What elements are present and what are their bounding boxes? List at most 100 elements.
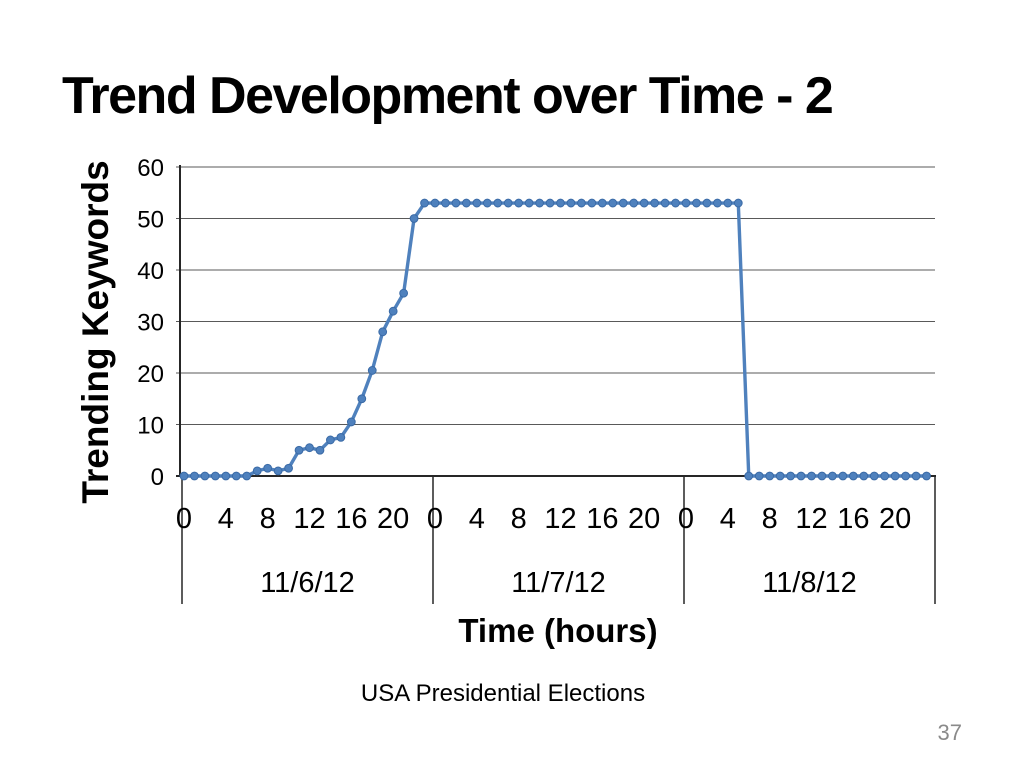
data-point	[828, 471, 837, 481]
data-point	[305, 443, 314, 453]
data-point	[326, 435, 335, 445]
data-point	[817, 471, 827, 481]
data-point	[284, 463, 293, 473]
data-point	[765, 471, 775, 481]
data-point	[660, 198, 670, 208]
data-point	[514, 198, 524, 208]
data-point	[357, 394, 367, 404]
hour-tick-label: 0	[427, 503, 443, 535]
data-point	[482, 198, 492, 208]
data-point	[179, 471, 189, 481]
data-point	[692, 198, 701, 208]
data-point	[430, 198, 440, 208]
data-point	[702, 198, 712, 208]
hour-tick-label: 8	[762, 503, 778, 535]
data-point	[378, 327, 388, 337]
trend-line	[182, 201, 929, 478]
data-point	[315, 445, 325, 455]
data-point	[618, 198, 628, 208]
data-point	[367, 366, 377, 375]
hour-tick-label: 4	[218, 503, 234, 535]
data-point	[608, 198, 618, 208]
data-point	[200, 471, 210, 481]
data-point	[472, 198, 482, 208]
data-point	[336, 432, 346, 442]
data-point	[629, 198, 639, 208]
data-point	[461, 198, 471, 208]
data-point	[210, 471, 220, 481]
hour-tick-label: 4	[469, 503, 485, 535]
y-tick-label: 0	[151, 464, 164, 491]
data-point	[597, 198, 607, 208]
data-point	[922, 471, 931, 481]
data-point	[252, 466, 262, 476]
date-label: 11/7/12	[511, 567, 606, 599]
y-tick-label: 60	[137, 155, 164, 182]
data-point	[346, 417, 356, 427]
data-point	[451, 198, 461, 208]
data-point	[577, 198, 586, 208]
data-point	[242, 471, 252, 481]
hour-tick-label: 16	[335, 503, 367, 535]
hour-tick-label: 8	[511, 503, 527, 535]
data-point	[409, 214, 419, 223]
data-point	[639, 198, 649, 208]
slide-title: Trend Development over Time - 2	[62, 67, 834, 125]
y-tick-label: 20	[137, 361, 164, 388]
date-label: 11/6/12	[260, 567, 355, 599]
data-point	[671, 198, 680, 208]
data-point	[859, 471, 869, 481]
hour-tick-label: 12	[795, 503, 827, 535]
hour-tick-label: 12	[293, 503, 325, 535]
data-point	[441, 198, 450, 208]
hour-tick-label: 12	[544, 503, 576, 535]
data-point	[420, 198, 429, 208]
hour-tick-label: 0	[176, 503, 192, 535]
data-point	[231, 471, 241, 481]
data-point	[221, 471, 231, 481]
data-point	[681, 198, 691, 208]
data-point	[493, 198, 503, 208]
page-number: 37	[937, 720, 962, 745]
data-point	[545, 198, 555, 208]
y-tick-label: 50	[137, 207, 164, 234]
hour-tick-label: 16	[837, 503, 869, 535]
data-point	[880, 471, 890, 481]
data-point	[775, 471, 785, 481]
data-point	[294, 445, 304, 455]
data-point	[807, 471, 816, 481]
data-point	[838, 471, 848, 481]
chart-caption: USA Presidential Elections	[360, 680, 646, 707]
data-point	[388, 306, 398, 316]
hour-tick-label: 8	[260, 503, 276, 535]
hour-tick-label: 4	[720, 503, 736, 535]
hour-tick-label: 20	[879, 503, 911, 535]
data-point	[754, 471, 764, 481]
x-axis-title: Time (hours)	[458, 612, 658, 649]
data-point	[869, 471, 879, 481]
hour-tick-label: 0	[678, 503, 694, 535]
data-point	[733, 198, 743, 208]
data-point	[190, 471, 199, 481]
data-point	[566, 198, 576, 208]
data-point	[273, 466, 283, 476]
data-point	[901, 471, 911, 481]
data-point	[723, 198, 733, 208]
y-tick-label: 10	[137, 413, 164, 440]
hour-tick-label: 16	[586, 503, 618, 535]
data-point	[712, 198, 722, 208]
data-point	[786, 471, 795, 481]
data-point	[650, 198, 660, 208]
data-point	[911, 471, 921, 481]
data-point	[744, 471, 754, 481]
hour-tick-label: 20	[628, 503, 660, 535]
data-point	[848, 471, 858, 481]
data-point	[524, 198, 534, 208]
data-point	[535, 198, 544, 208]
y-tick-label: 30	[137, 310, 164, 337]
date-label: 11/8/12	[762, 567, 857, 599]
y-tick-label: 40	[137, 258, 164, 285]
data-point	[503, 198, 513, 208]
